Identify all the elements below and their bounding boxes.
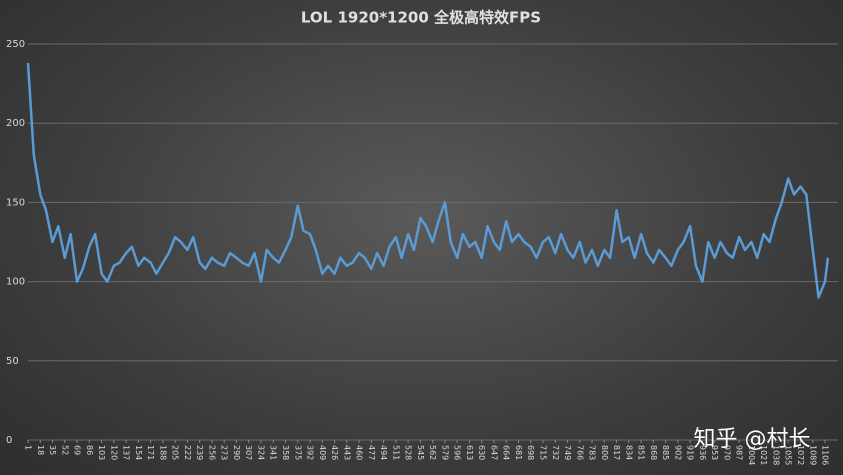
x-tick-label: 834 xyxy=(624,445,633,460)
x-tick-label: 35 xyxy=(48,445,57,455)
y-tick-label: 250 xyxy=(6,39,25,50)
x-tick-label: 18 xyxy=(36,445,45,455)
x-tick-label: 817 xyxy=(612,445,621,460)
y-tick-label: 100 xyxy=(6,277,25,288)
x-tick-label: 86 xyxy=(85,445,94,455)
x-tick-label: 868 xyxy=(649,445,658,460)
x-tick-label: 562 xyxy=(428,445,437,460)
x-tick-label: 647 xyxy=(489,445,498,460)
x-tick-label: 477 xyxy=(367,445,376,460)
x-tick-label: 1055 xyxy=(784,445,793,465)
y-tick-label: 50 xyxy=(6,356,19,367)
x-tick-label: 579 xyxy=(440,445,449,460)
x-tick-label: 460 xyxy=(355,445,364,460)
x-tick-label: 698 xyxy=(526,445,535,460)
x-tick-label: 766 xyxy=(575,445,584,460)
x-tick-label: 732 xyxy=(551,445,560,460)
x-tick-label: 800 xyxy=(600,445,609,460)
x-tick-label: 987 xyxy=(735,445,744,460)
x-tick-label: 188 xyxy=(158,445,167,460)
x-tick-label: 358 xyxy=(281,445,290,460)
x-tick-label: 1 xyxy=(24,445,33,450)
x-tick-label: 120 xyxy=(109,445,118,460)
x-tick-label: 783 xyxy=(588,445,597,460)
x-tick-label: 970 xyxy=(722,445,731,460)
x-tick-label: 664 xyxy=(502,445,511,460)
x-tick-label: 341 xyxy=(269,445,278,460)
x-tick-label: 137 xyxy=(122,445,131,460)
x-tick-label: 1004 xyxy=(747,445,756,465)
x-tick-label: 52 xyxy=(60,445,69,455)
x-tick-label: 545 xyxy=(416,445,425,460)
x-tick-label: 613 xyxy=(465,445,474,460)
x-tick-label: 171 xyxy=(146,445,155,460)
x-tick-label: 273 xyxy=(220,445,229,460)
x-tick-label: 919 xyxy=(686,445,695,460)
x-tick-label: 1072 xyxy=(796,445,805,465)
x-tick-label: 375 xyxy=(293,445,302,460)
x-tick-label: 392 xyxy=(306,445,315,460)
x-tick-label: 443 xyxy=(342,445,351,460)
x-tick-label: 596 xyxy=(453,445,462,460)
x-tick-label: 222 xyxy=(183,445,192,460)
x-tick-label: 953 xyxy=(710,445,719,460)
x-tick-label: 1089 xyxy=(808,445,817,465)
x-tick-label: 851 xyxy=(637,445,646,460)
x-tick-label: 239 xyxy=(195,445,204,460)
x-tick-label: 1106 xyxy=(821,445,830,465)
x-tick-label: 69 xyxy=(73,445,82,455)
x-tick-label: 290 xyxy=(232,445,241,460)
x-tick-label: 681 xyxy=(514,445,523,460)
x-tick-label: 426 xyxy=(330,445,339,460)
x-tick-label: 630 xyxy=(477,445,486,460)
x-tick-label: 511 xyxy=(391,445,400,460)
x-tick-label: 528 xyxy=(404,445,413,460)
x-tick-label: 494 xyxy=(379,445,388,460)
x-tick-label: 1038 xyxy=(771,445,780,465)
watermark: 知乎 @村长 xyxy=(694,427,811,452)
y-tick-label: 200 xyxy=(6,118,25,129)
chart-title: LOL 1920*1200 全极高特效FPS xyxy=(301,9,541,27)
y-tick-label: 150 xyxy=(6,197,25,208)
x-tick-label: 154 xyxy=(134,445,143,460)
x-tick-label: 256 xyxy=(207,445,216,460)
x-tick-label: 205 xyxy=(171,445,180,460)
x-tick-label: 307 xyxy=(244,445,253,460)
x-tick-label: 885 xyxy=(661,445,670,460)
x-tick-label: 409 xyxy=(318,445,327,460)
x-tick-label: 1021 xyxy=(759,445,768,465)
x-tick-label: 936 xyxy=(698,445,707,460)
x-tick-label: 749 xyxy=(563,445,572,460)
x-tick-label: 103 xyxy=(97,445,106,460)
x-tick-label: 902 xyxy=(673,445,682,460)
y-tick-label: 0 xyxy=(6,435,12,446)
x-tick-label: 324 xyxy=(256,445,265,460)
x-tick-label: 715 xyxy=(538,445,547,460)
fps-line xyxy=(26,62,830,299)
